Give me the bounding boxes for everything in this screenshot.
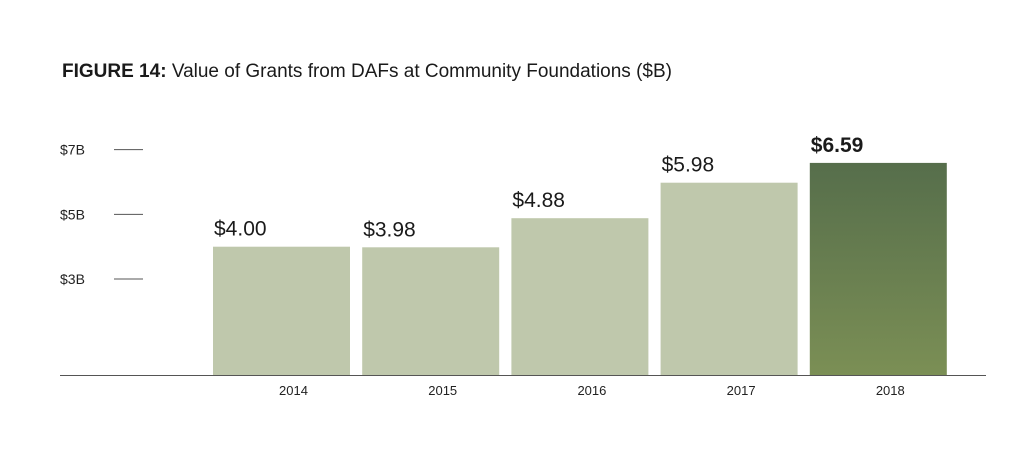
y-tick: $7B [60, 142, 143, 158]
data-label-2015: $3.98 [363, 218, 416, 241]
bar-2018 [809, 162, 947, 375]
x-tick-label-2018: 2018 [876, 383, 905, 398]
data-label-2018: $6.59 [811, 134, 864, 157]
figure-number: FIGURE 14: [62, 61, 167, 82]
bar-2016 [511, 218, 649, 375]
data-label-2017: $5.98 [662, 154, 715, 177]
bar-2014 [213, 246, 350, 375]
y-tick-label: $5B [60, 206, 85, 222]
y-tick: $5B [60, 206, 143, 222]
data-label-2014: $4.00 [214, 218, 267, 241]
bar-2017 [660, 182, 798, 375]
y-tick-label: $3B [60, 271, 85, 287]
x-tick-label-2017: 2017 [727, 383, 756, 398]
y-tick-label: $7B [60, 142, 85, 158]
bar-2015 [362, 247, 500, 375]
x-tick-label-2014: 2014 [279, 383, 308, 398]
x-tick-label-2015: 2015 [428, 383, 457, 398]
data-label-2016: $4.88 [512, 189, 565, 212]
figure-title-text: Value of Grants from DAFs at Community F… [171, 61, 672, 82]
chart-title: FIGURE 14: Value of Grants from DAFs at … [62, 60, 672, 84]
y-tick: $3B [60, 271, 143, 287]
x-tick-label-2016: 2016 [577, 383, 606, 398]
